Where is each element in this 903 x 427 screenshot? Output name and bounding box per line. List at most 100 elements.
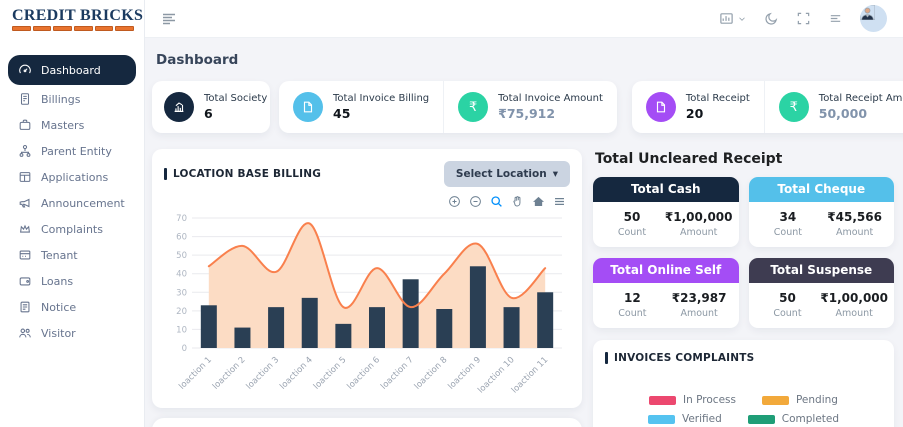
sitemap-icon	[19, 144, 31, 157]
count-value: 50	[623, 210, 641, 224]
sidebar-item-tenant[interactable]: Tenant	[8, 243, 136, 267]
topbar	[145, 0, 903, 38]
brand-name: CREDIT BRICKS	[12, 7, 144, 24]
sidebar: CREDIT BRICKS Dashboard Billings Masters…	[0, 0, 145, 427]
crown-icon	[20, 224, 30, 233]
rupee-icon: ₹	[778, 92, 809, 122]
svg-text:loaction 1: loaction 1	[177, 355, 214, 392]
fullscreen-icon[interactable]	[796, 11, 811, 26]
legend-swatch	[747, 414, 775, 424]
sidebar-item-announcement[interactable]: Announcement	[8, 191, 136, 215]
gauge-icon	[19, 64, 31, 74]
amount-label: Amount	[835, 227, 874, 238]
stat-label: Total Society	[204, 93, 268, 104]
moon-icon[interactable]	[764, 11, 779, 26]
briefcase-icon	[19, 119, 31, 130]
svg-text:loaction 5: loaction 5	[312, 355, 349, 392]
avatar[interactable]	[860, 5, 887, 32]
invoices-complaints-card: INVOICES COMPLAINTS In Process Pending V…	[593, 340, 894, 427]
uncleared-grid: Total Cash 50 Count ₹1,00,000 Amount Total…	[593, 177, 894, 328]
sidebar-item-visitor[interactable]: Visitor	[8, 321, 136, 345]
title-accent-bar	[605, 352, 608, 364]
caret-down-icon	[739, 16, 745, 21]
sidebar-item-complaints[interactable]: Complaints	[8, 217, 136, 241]
svg-text:loaction 7: loaction 7	[379, 355, 416, 392]
mini-card-header: Total Online Self	[593, 258, 739, 283]
building-chart-icon	[164, 92, 194, 122]
sidebar-nav: Dashboard Billings Masters Parent Entity…	[0, 55, 144, 345]
location-billing-card: LOCATION BASE BILLING Select Location ▾	[152, 149, 582, 408]
legend-in-process[interactable]: In Process	[649, 394, 736, 406]
window-icon	[19, 172, 31, 182]
legend-verified[interactable]: Verified	[647, 413, 722, 425]
home-icon[interactable]	[532, 195, 545, 208]
invoice-icon	[293, 92, 323, 122]
card-icon	[19, 250, 31, 260]
svg-text:loaction 4: loaction 4	[278, 355, 315, 392]
svg-text:0: 0	[182, 344, 187, 354]
rupee-icon: ₹	[458, 92, 489, 122]
sidebar-item-label: Complaints	[41, 222, 103, 236]
sidebar-item-dashboard[interactable]: Dashboard	[8, 55, 136, 85]
sidebar-item-notice[interactable]: Notice	[8, 295, 136, 319]
caret-down-icon: ▾	[552, 168, 558, 180]
chart-toolbar	[164, 195, 566, 208]
legend-pending[interactable]: Pending	[761, 394, 838, 406]
uncleared-receipt-title: Total Uncleared Receipt	[595, 151, 783, 167]
wallet-icon	[19, 277, 31, 286]
analytics-icon[interactable]	[719, 11, 747, 26]
content: Dashboard Total Society 6	[145, 38, 903, 427]
sidebar-item-label: Parent Entity	[41, 144, 112, 158]
count-value: 34	[779, 210, 797, 224]
zoom-out-icon[interactable]	[469, 195, 482, 208]
svg-text:70: 70	[176, 214, 187, 224]
sidebar-item-masters[interactable]: Masters	[8, 113, 136, 137]
invoices-complaints-title: INVOICES COMPLAINTS	[605, 352, 882, 364]
legend-swatch	[761, 395, 789, 405]
stat-total-invoice-amount: ₹ Total Invoice Amount ₹75,912	[443, 81, 617, 133]
svg-text:10: 10	[176, 325, 187, 335]
stat-value: 50,000	[818, 106, 868, 121]
sidebar-item-billings[interactable]: Billings	[8, 87, 136, 111]
count-value: 50	[779, 291, 796, 305]
page-title: Dashboard	[156, 52, 239, 68]
stat-value: 20	[685, 106, 704, 121]
brand-bricks-icon	[12, 26, 135, 31]
count-label: Count	[617, 227, 647, 238]
count-label: Count	[773, 308, 802, 319]
uncleared-card-online-self: Total Online Self 12 Count ₹23,987 Amount	[593, 258, 739, 328]
document-icon	[20, 301, 30, 313]
pie-legend: In Process Pending Verified Completed	[605, 394, 882, 425]
sidebar-item-parent-entity[interactable]: Parent Entity	[8, 139, 136, 163]
svg-text:20: 20	[176, 307, 187, 317]
amount-value: ₹45,566	[827, 210, 882, 224]
pan-icon[interactable]	[511, 195, 524, 208]
uncleared-card-suspense: Total Suspense 50 Count ₹1,00,000 Amount	[748, 258, 894, 328]
uncleared-card-cash: Total Cash 50 Count ₹1,00,000 Amount	[593, 177, 739, 247]
users-icon	[19, 328, 31, 338]
list-icon[interactable]	[828, 11, 843, 26]
svg-text:30: 30	[176, 288, 187, 298]
sidebar-item-label: Billings	[41, 92, 81, 106]
selection-zoom-icon[interactable]	[490, 195, 503, 208]
stats-row: Total Society 6 Total Invoice Billing 45	[152, 81, 903, 133]
sidebar-item-applications[interactable]: Applications	[8, 165, 136, 189]
chart-menu-icon[interactable]	[553, 195, 566, 208]
legend-completed[interactable]: Completed	[747, 413, 839, 425]
stat-label: Total Receipt	[685, 93, 750, 104]
sidebar-item-loans[interactable]: Loans	[8, 269, 136, 293]
stat-total-invoice-billing: Total Invoice Billing 45	[279, 81, 443, 133]
legend-swatch	[647, 414, 675, 424]
select-location-dropdown[interactable]: Select Location ▾	[443, 161, 570, 187]
brand-logo[interactable]: CREDIT BRICKS	[0, 0, 144, 39]
legend-swatch	[649, 395, 677, 405]
svg-text:loaction 11: loaction 11	[510, 355, 550, 395]
sidebar-item-label: Notice	[41, 300, 77, 314]
mini-card-header: Total Suspense	[748, 258, 894, 283]
count-label: Count	[773, 227, 802, 238]
svg-text:50: 50	[176, 251, 187, 261]
menu-icon[interactable]	[161, 12, 177, 26]
zoom-in-icon[interactable]	[448, 195, 461, 208]
